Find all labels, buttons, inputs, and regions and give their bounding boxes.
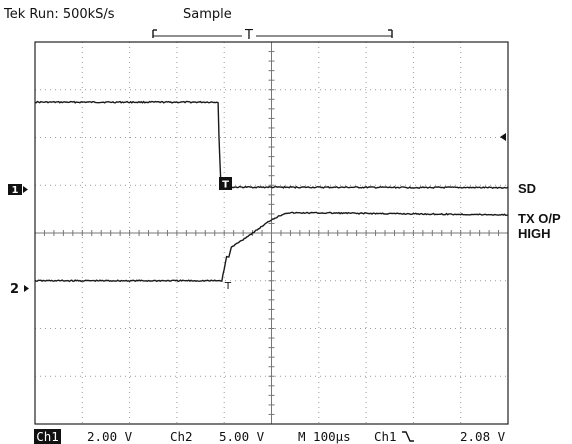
- acquisition-status: Tek Run: 500kS/s: [3, 7, 115, 22]
- svg-text:T: T: [224, 281, 232, 292]
- svg-text:2: 2: [10, 282, 19, 297]
- svg-text:1: 1: [12, 185, 19, 196]
- trigger-level: 2.08 V: [460, 429, 506, 444]
- falling-edge-icon: [402, 431, 414, 442]
- channel-readout: Ch1 2.00 V Ch2 5.00 V M 100µs Ch1 2.08 V: [34, 429, 506, 444]
- svg-text:T: T: [222, 180, 229, 191]
- graticule: [34, 41, 509, 425]
- acquisition-mode: Sample: [183, 7, 232, 22]
- timebase: M 100µs: [298, 429, 351, 444]
- trigger-marker-ch2: T: [224, 281, 232, 292]
- trigger-source: Ch1: [374, 429, 397, 444]
- label-tx-high: HIGH: [518, 226, 551, 241]
- trace-sd: [35, 100, 509, 190]
- ch1-scale: 2.00 V: [87, 429, 133, 444]
- trigger-marker-ch1: T: [219, 177, 232, 191]
- trigger-position-bracket: T: [152, 27, 393, 43]
- label-tx-op: TX O/P: [518, 211, 561, 226]
- trigger-level-arrow-icon: [500, 133, 506, 141]
- channel-2-marker: 2: [10, 282, 29, 297]
- screen-border: [34, 41, 509, 425]
- channel-1-marker: 1: [8, 184, 28, 196]
- trace-tx-op-high: [34, 211, 509, 283]
- label-sd: SD: [518, 181, 536, 196]
- ch1-label: Ch1: [36, 429, 59, 444]
- ch2-label: Ch2: [170, 429, 193, 444]
- ch2-scale: 5.00 V: [219, 429, 265, 444]
- trigger-bracket-label: T: [244, 28, 253, 43]
